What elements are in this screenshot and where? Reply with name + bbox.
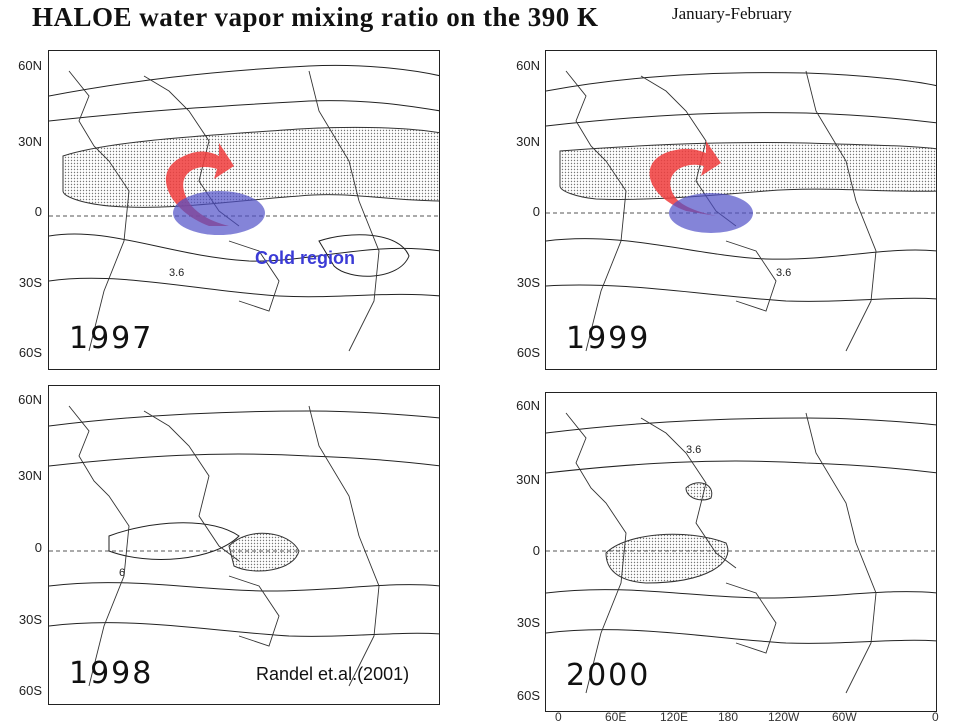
contours	[49, 64, 439, 298]
lat-label: 60S	[18, 345, 42, 360]
lat-label: 0	[532, 543, 540, 558]
map-panel-1998: 6 1998	[48, 385, 440, 705]
cold-region-label: Cold region	[255, 248, 355, 268]
lon-label: 120E	[660, 710, 689, 724]
lat-label: 60N	[18, 58, 42, 73]
shaded-region	[62, 126, 439, 208]
lat-label: 30S	[516, 275, 540, 290]
map-panel-1999: 3.6 1999	[545, 50, 937, 370]
citation-text: Randel et.al.(2001)	[256, 664, 410, 684]
year-label: 1998	[69, 656, 154, 691]
map-panel-2000: 3.6 2000	[545, 392, 937, 712]
lon-label: 120W	[768, 710, 800, 724]
shaded-region	[228, 532, 300, 572]
year-label: 2000	[566, 658, 651, 693]
year-label: 1997	[69, 321, 154, 356]
arrow-shape	[649, 141, 721, 216]
contour-label: 3.6	[776, 267, 791, 279]
figure-subtitle: January-February	[672, 4, 792, 23]
map-1999-graphic: 3.6	[546, 70, 936, 352]
lon-label: 0	[932, 710, 939, 724]
lat-label: 0	[34, 204, 42, 219]
coastlines	[565, 412, 877, 694]
lat-label: 30S	[18, 612, 42, 627]
contours	[546, 72, 936, 302]
lat-label: 0	[532, 204, 540, 219]
lon-label: 60E	[605, 710, 627, 724]
map-panel-1997: 3.6 1997	[48, 50, 440, 370]
lat-label: 30N	[516, 134, 540, 149]
cold-region-ellipse	[669, 193, 753, 233]
map-1997-graphic: 3.6	[49, 64, 439, 352]
contours	[49, 410, 439, 637]
contours	[546, 417, 936, 644]
lat-label: 60S	[516, 688, 540, 703]
year-label: 1999	[566, 321, 651, 356]
coastlines	[68, 405, 380, 687]
lat-label: 60S	[18, 683, 42, 698]
coastlines	[68, 70, 380, 352]
lat-label: 30S	[516, 615, 540, 630]
lat-label: 30N	[18, 134, 42, 149]
lat-label: 60N	[516, 58, 540, 73]
lat-label: 30S	[18, 275, 42, 290]
lon-label: 60W	[832, 710, 857, 724]
lon-label: 180	[718, 710, 739, 724]
lat-label: 30N	[18, 468, 42, 483]
map-2000-graphic: 3.6	[546, 412, 936, 694]
contour-label: 3.6	[169, 267, 184, 279]
contour-label: 3.6	[686, 444, 701, 456]
shaded-region	[559, 142, 936, 200]
cold-region-ellipse	[173, 191, 265, 235]
lat-label: 60S	[516, 345, 540, 360]
shaded-region	[685, 482, 713, 501]
figure-title: HALOE water vapor mixing ratio on the 39…	[32, 2, 599, 32]
lat-label: 30N	[516, 472, 540, 487]
map-1998-graphic: 6	[49, 405, 439, 687]
lat-label: 60N	[516, 398, 540, 413]
lon-label: 0	[555, 710, 562, 724]
shaded-region	[605, 533, 729, 584]
lat-label: 0	[34, 540, 42, 555]
lat-label: 60N	[18, 392, 42, 407]
contour-label: 6	[119, 567, 125, 579]
